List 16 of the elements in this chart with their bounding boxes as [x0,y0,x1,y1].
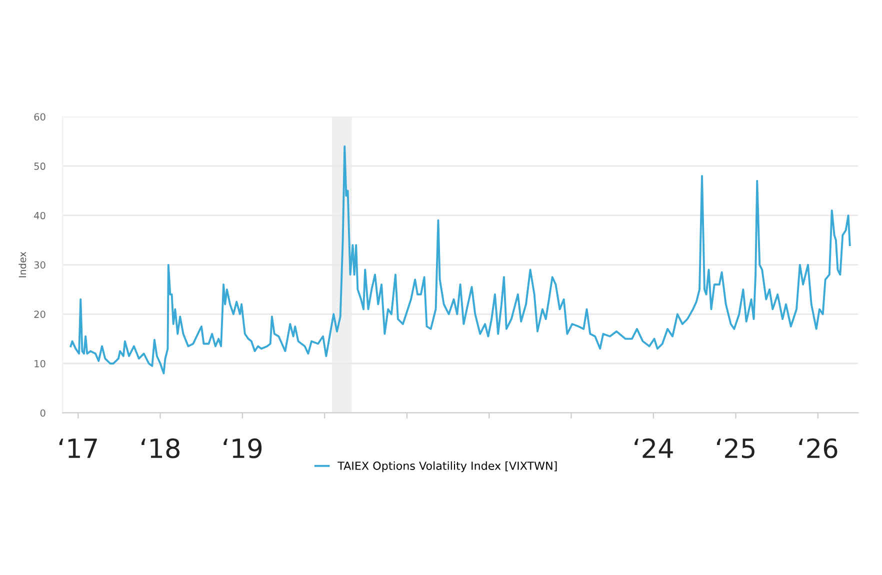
y-tick-label: 50 [34,162,46,170]
y-tick-label: 0 [40,409,46,417]
y-tick-label: 10 [34,360,46,368]
y-tick-label: 60 [34,113,46,121]
y-tick-label: 20 [34,310,46,318]
x-tick-label: ‘26 [799,438,838,458]
x-tick-label: ‘18 [142,438,180,458]
x-tick-label: ‘25 [717,438,754,458]
y-axis-title: Index [18,252,26,278]
legend-label: TAIEX Options Volatility Index [VIXTWN] [338,461,557,472]
x-tick-label: ‘19 [224,438,262,458]
line-series [70,145,851,374]
y-tick-label: 40 [34,212,46,220]
y-tick-label: 30 [34,261,46,269]
x-tick-label: ‘17 [59,438,97,458]
x-tick-label: ‘24 [634,438,673,458]
